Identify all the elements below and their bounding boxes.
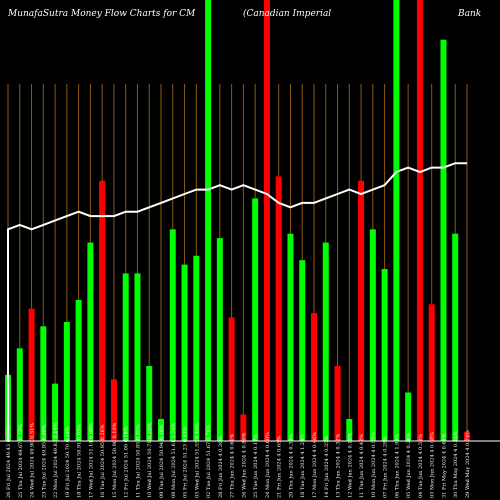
x-tick-label: 21 Fri Jun 2024 4 0.65% — [277, 436, 283, 498]
x-tick-label: 14 Fri Jun 2024 4 0.35% — [324, 436, 330, 498]
x-tick-label: 03 Wed Jul 2024 51.55 0.43% — [194, 423, 200, 498]
x-tick-label: 19 Fri Jul 2024 50.70 0.38% — [65, 426, 71, 498]
x-tick-label: 24 Wed Jul 2024 49.90 0.31% — [30, 423, 36, 498]
money-flow-bar — [193, 255, 200, 441]
x-tick-label: 10 Wed Jul 2024 50.71 0.22% — [147, 423, 153, 498]
x-tick-label: 16 Tue Jul 2024 50.95 0.26% — [100, 424, 106, 498]
money-flow-bar — [40, 326, 47, 441]
money-flow-bar — [346, 418, 353, 441]
x-tick-label: 03 Mon Jun 2024 4 0.48% — [430, 432, 436, 498]
x-tick-labels: 26 Fri Jul 2024 49.43 0.67% 25 Thu Jul 20… — [6, 422, 471, 498]
x-tick-label: 05 Fri Jul 2024 51.23 0.53% — [183, 426, 189, 498]
x-tick-label: 12 Fri Jul 2024 51.00 0.18% — [124, 426, 130, 498]
money-flow-bar — [369, 229, 376, 441]
money-flow-bar — [263, 0, 270, 441]
x-tick-label: 27 Thu Jun 2024 4 0.61% — [230, 433, 236, 498]
x-tick-label: 15 Mon Jul 2024 50.90 0.10% — [112, 422, 118, 498]
x-tick-label: 07 Fri Jun 2024 4 0.28% — [383, 436, 389, 498]
money-flow-bar — [63, 321, 70, 441]
money-flow-bar — [99, 180, 106, 441]
money-flow-bar — [440, 39, 447, 441]
x-tick-label: 23 Tue Jul 2024 49.95 0.09% — [41, 424, 47, 498]
money-flow-bar — [322, 242, 329, 441]
x-tick-label: 02 Tue Jul 2024 51.67 1.76% — [206, 424, 212, 498]
x-tick-label: 22 Mon Jul 2024 49.83 0.14% — [53, 422, 59, 498]
money-flow-line — [7, 162, 467, 441]
money-flow-bar — [428, 304, 435, 441]
chart-title-left: MunafaSutra Money Flow Charts for CM — [8, 9, 196, 19]
money-flow-bar — [75, 299, 82, 441]
money-flow-bar — [334, 366, 341, 441]
x-tick-label: 04 Tue Jun 2024 4 0.52% — [418, 434, 424, 498]
x-tick-label: 25 Tue Jun 2024 4 0.17% — [253, 434, 259, 498]
x-tick-label: 26 Fri Jul 2024 49.43 0.67% — [6, 426, 12, 498]
x-tick-label: 12 Wed Jun 2024 4 0.15% — [347, 432, 353, 498]
x-tick-label: 28 Fri Jun 2024 4 0.36% — [218, 436, 224, 498]
money-flow-bar — [311, 313, 317, 441]
money-flow-bar — [405, 392, 412, 441]
money-flow-bar — [110, 379, 117, 441]
x-tick-label: 06 Thu Jun 2024 4 1.09% — [394, 433, 400, 498]
x-tick-label: 08 Mon Jul 2024 51.61 1.76% — [171, 422, 177, 498]
money-flow-bar — [464, 432, 470, 441]
x-tick-label: 18 Tue Jun 2024 4 1.24% — [300, 434, 306, 498]
money-flow-bar — [216, 238, 223, 441]
money-flow-bar — [158, 418, 164, 441]
money-flow-bar — [228, 317, 235, 441]
x-tick-label: 09 Tue Jul 2024 50.94 0.46% — [159, 424, 165, 498]
money-flow-bar — [287, 233, 294, 441]
chart-title-right: Bank — [458, 9, 482, 19]
money-flow-bar — [122, 273, 129, 441]
money-flow-bar — [393, 0, 400, 441]
money-flow-bar — [28, 308, 35, 441]
x-tick-label: 20 Thu Jun 2024 4 0.38% — [288, 433, 294, 498]
x-tick-label: 26 Wed Jun 2024 4 0.80% — [241, 432, 247, 498]
x-tick-label: 30 Thu May 2024 4 0.31% — [453, 431, 459, 498]
x-tick-label: 13 Thu Jun 2024 4 0.32% — [336, 433, 342, 498]
x-tick-label: 11 Tue Jun 2024 4 0.42% — [359, 434, 365, 498]
money-flow-bar — [381, 269, 388, 441]
x-tick-label: 05 Wed Jun 2024 4 0.26% — [406, 432, 412, 498]
money-flow-bar — [16, 348, 23, 441]
x-tick-label: 17 Wed Jul 2024 51.14 0.88% — [88, 423, 94, 498]
money-flow-bar — [52, 383, 59, 441]
money-flow-bar — [416, 0, 423, 441]
x-tick-label: 17 Mon Jun 2024 4 0.46% — [312, 432, 318, 498]
x-tick-label: 10 Mon Jun 2024 4 0.55% — [371, 432, 377, 498]
money-flow-bar — [134, 273, 141, 441]
money-flow-bar — [181, 264, 188, 441]
x-tick-label: 11 Thu Jul 2024 50.85 0.35% — [135, 424, 141, 498]
money-flow-bar — [252, 198, 259, 441]
money-flow-bar — [452, 233, 459, 441]
x-tick-label: 24 Mon Jun 2024 4 0.60% — [265, 432, 271, 498]
chart-title-middle: (Canadian Imperial — [243, 9, 332, 19]
money-flow-bar — [358, 180, 365, 441]
money-flow-bar — [299, 260, 306, 441]
money-flow-bar — [240, 414, 247, 441]
money-flow-bar — [169, 229, 176, 441]
money-flow-bar — [275, 176, 282, 441]
x-tick-label: 29 Wed May 2024 4 0.74% — [465, 430, 471, 498]
x-tick-label: 18 Thu Jul 2024 50.91 0.63% — [77, 424, 83, 498]
money-flow-bar — [146, 366, 153, 441]
money-flow-bar — [205, 0, 212, 441]
money-flow-bars — [5, 0, 470, 441]
x-tick-label: 31 Fri May 2024 4 0.65% — [441, 433, 447, 498]
x-tick-label: 25 Thu Jul 2024 49.67 0.23% — [18, 424, 24, 498]
money-flow-bar — [87, 242, 94, 441]
